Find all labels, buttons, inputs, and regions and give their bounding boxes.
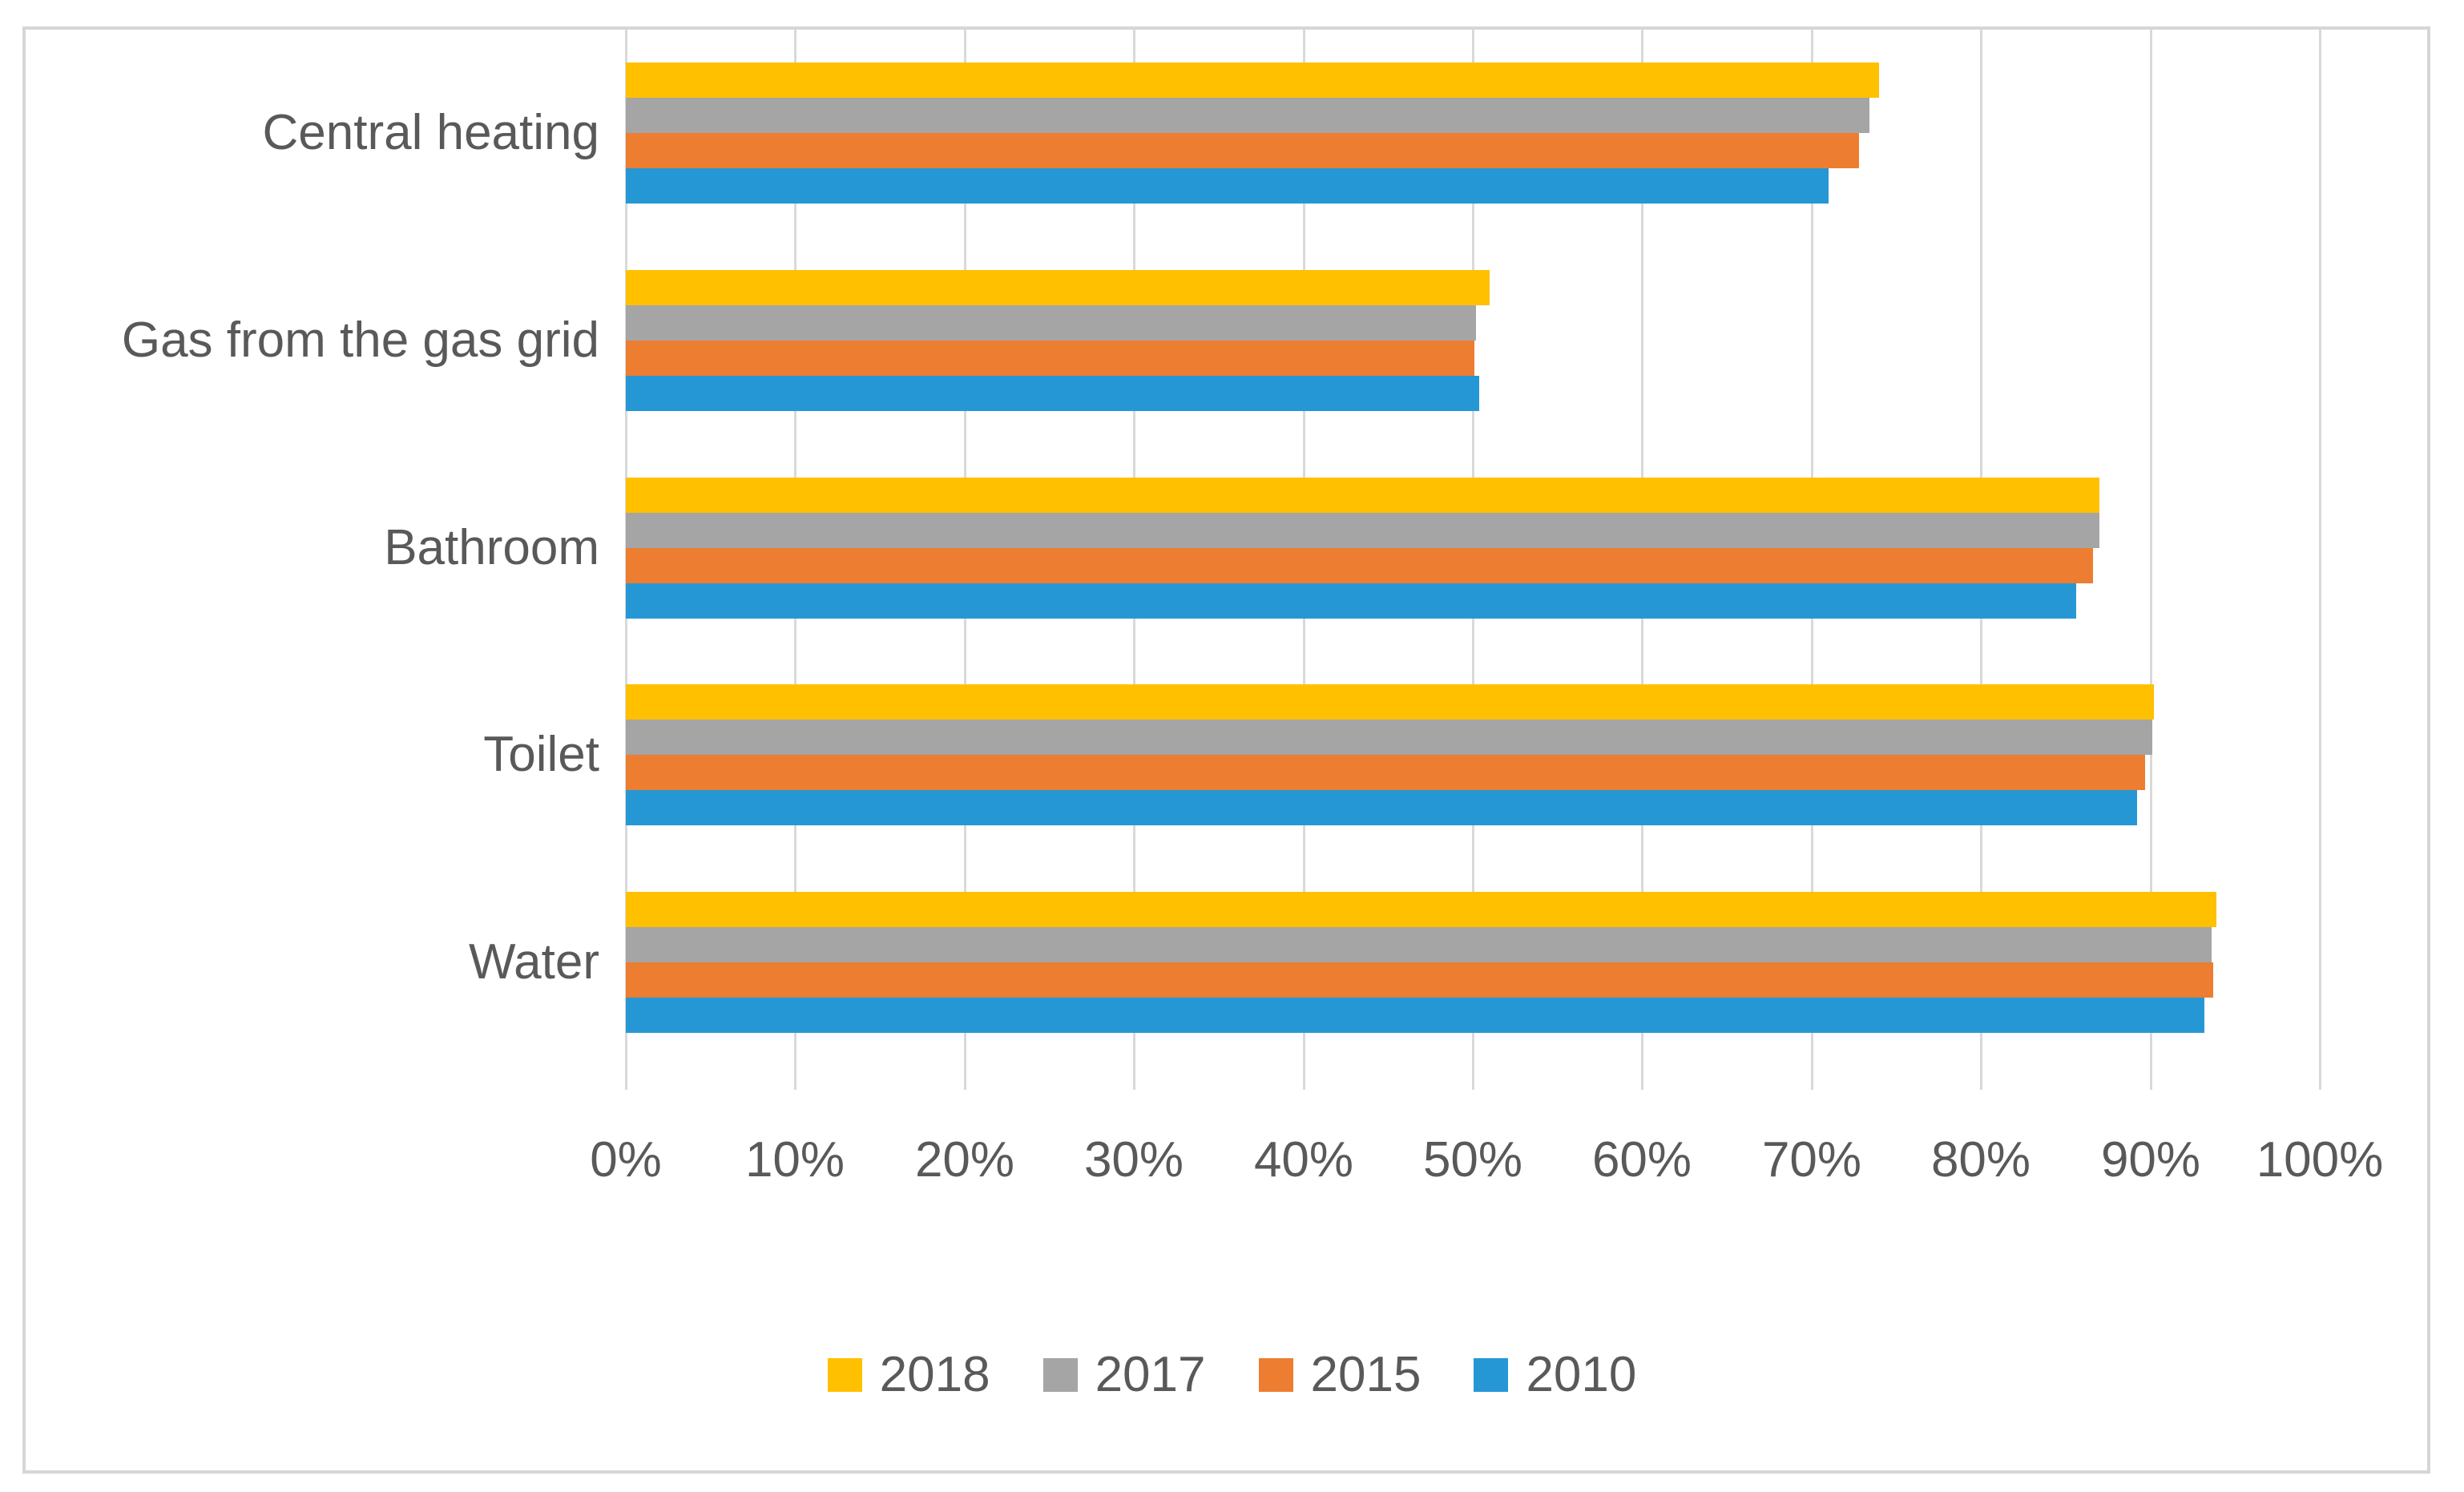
category-label-central-heating: Central heating	[262, 105, 600, 160]
axis-tick-60%	[1641, 1066, 1643, 1090]
bar-gas-from-the-gas-grid-2010	[626, 376, 1479, 411]
bar-water-2015	[626, 962, 2213, 998]
gridline-100%	[2319, 30, 2321, 1066]
x-tick-label-60%: 60%	[1591, 1132, 1692, 1188]
bar-toilet-2010	[626, 790, 2137, 825]
bar-central-heating-2018	[626, 63, 1879, 98]
x-tick-label-20%: 20%	[914, 1132, 1015, 1188]
x-tick-label-30%: 30%	[1083, 1132, 1184, 1188]
legend-item-2018: 2018	[827, 1347, 990, 1402]
axis-tick-0%	[625, 1066, 627, 1090]
axis-tick-80%	[1980, 1066, 1982, 1090]
bar-toilet-2018	[626, 684, 2154, 720]
bar-water-2017	[626, 927, 2212, 962]
legend-item-2010: 2010	[1474, 1347, 1637, 1402]
bar-bathroom-2010	[626, 583, 2076, 619]
x-tick-label-0%: 0%	[590, 1132, 662, 1188]
legend-label-2015: 2015	[1310, 1347, 1422, 1402]
bar-central-heating-2015	[626, 133, 1859, 168]
bar-gas-from-the-gas-grid-2018	[626, 270, 1490, 305]
legend-swatch-2018	[827, 1358, 862, 1392]
axis-tick-70%	[1811, 1066, 1813, 1090]
axis-tick-50%	[1472, 1066, 1474, 1090]
bar-bathroom-2015	[626, 548, 2093, 583]
bar-water-2010	[626, 998, 2204, 1033]
bar-toilet-2017	[626, 720, 2152, 755]
x-tick-label-80%: 80%	[1930, 1132, 2031, 1188]
x-tick-label-90%: 90%	[2100, 1132, 2201, 1188]
legend-swatch-2015	[1258, 1358, 1293, 1392]
bar-central-heating-2017	[626, 98, 1869, 133]
legend-swatch-2017	[1042, 1358, 1078, 1392]
plot-area	[625, 30, 2427, 1090]
bar-central-heating-2010	[626, 168, 1829, 204]
category-label-toilet: Toilet	[483, 727, 599, 782]
category-label-water: Water	[468, 934, 599, 990]
legend: 2018 2017 2015 2010	[0, 1347, 2464, 1402]
axis-tick-40%	[1303, 1066, 1305, 1090]
axis-tick-100%	[2319, 1066, 2321, 1090]
bar-gas-from-the-gas-grid-2015	[626, 341, 1474, 376]
bar-water-2018	[626, 892, 2216, 927]
bar-toilet-2015	[626, 755, 2145, 790]
category-label-bathroom: Bathroom	[384, 520, 599, 575]
gridline-90%	[2150, 30, 2152, 1066]
axis-tick-90%	[2150, 1066, 2152, 1090]
axis-tick-30%	[1133, 1066, 1135, 1090]
bar-bathroom-2017	[626, 513, 2099, 548]
x-tick-label-50%: 50%	[1422, 1132, 1523, 1188]
x-tick-label-70%: 70%	[1761, 1132, 1862, 1188]
bar-gas-from-the-gas-grid-2017	[626, 305, 1476, 341]
legend-label-2010: 2010	[1526, 1347, 1637, 1402]
x-tick-label-100%: 100%	[2256, 1132, 2384, 1188]
legend-label-2018: 2018	[879, 1347, 990, 1402]
legend-item-2015: 2015	[1258, 1347, 1422, 1402]
x-tick-label-40%: 40%	[1253, 1132, 1354, 1188]
legend-label-2017: 2017	[1095, 1347, 1206, 1402]
legend-item-2017: 2017	[1042, 1347, 1206, 1402]
axis-tick-10%	[794, 1066, 796, 1090]
legend-swatch-2010	[1474, 1358, 1509, 1392]
x-tick-label-10%: 10%	[744, 1132, 845, 1188]
axis-tick-20%	[964, 1066, 966, 1090]
category-label-gas-from-the-gas-grid: Gas from the gas grid	[121, 313, 599, 368]
bar-bathroom-2018	[626, 478, 2099, 513]
